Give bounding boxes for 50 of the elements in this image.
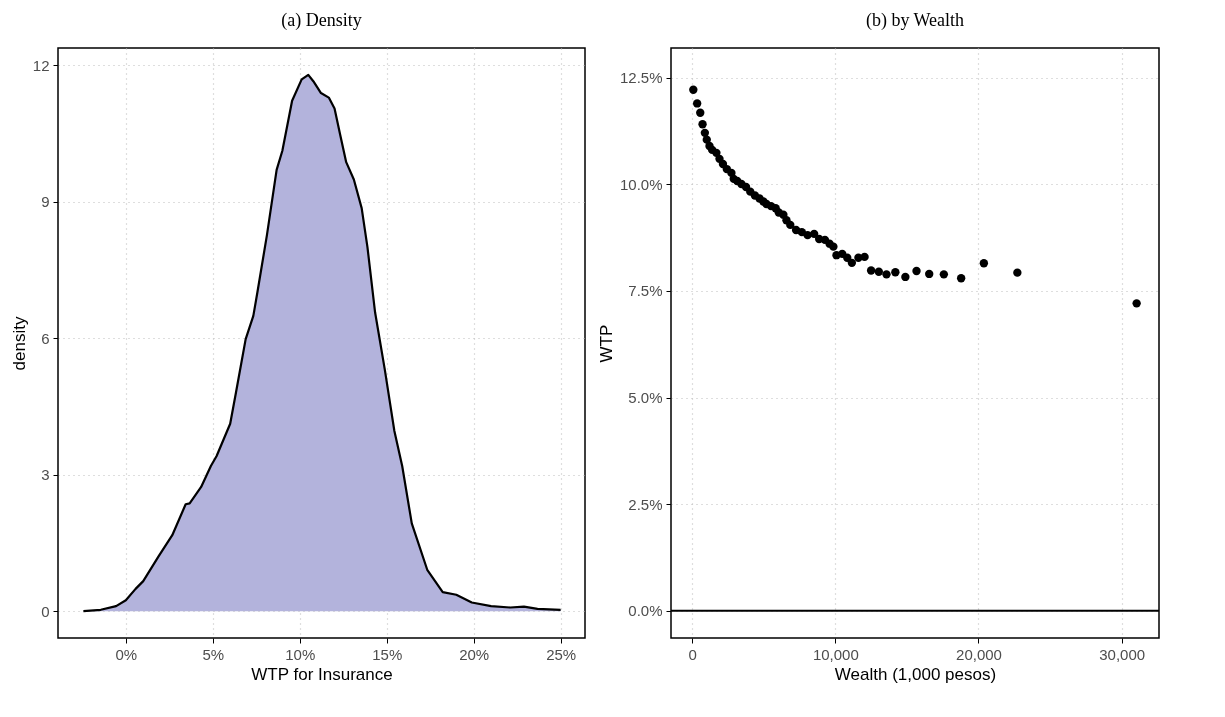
y-tick-label: 10.0% — [619, 175, 663, 193]
y-tick-label: 12.5% — [619, 69, 663, 87]
y-tick-label: 2.5% — [628, 495, 663, 513]
x-tick-label: 30,000 — [1099, 645, 1146, 663]
y-tick-label: 0 — [41, 602, 50, 620]
y-tick-label: 7.5% — [628, 282, 663, 300]
point — [956, 274, 966, 283]
x-tick-label: 20,000 — [956, 645, 1002, 663]
x-tick-label: 20% — [459, 645, 490, 663]
point — [860, 252, 869, 262]
y-tick-label: 5.0% — [628, 389, 663, 407]
point — [712, 148, 721, 158]
x-tick-label: 0% — [115, 645, 138, 663]
point — [809, 229, 819, 239]
x-tick-label: 10% — [285, 645, 316, 663]
point — [882, 270, 891, 279]
point — [925, 269, 934, 279]
point — [700, 128, 710, 138]
y-tick-label: 0.0% — [628, 602, 663, 620]
y-tick-label: 9 — [41, 193, 50, 211]
y-tick-label: 3 — [41, 466, 50, 484]
point — [891, 268, 900, 277]
y-tick-label: 6 — [41, 329, 50, 347]
point — [866, 266, 876, 275]
x-tick-label: 0 — [688, 645, 697, 663]
point — [1132, 299, 1141, 308]
point — [692, 99, 702, 108]
point — [874, 267, 883, 276]
x-axis-title: Wealth (1,000 pesos) — [834, 664, 997, 684]
point — [1013, 268, 1022, 277]
x-tick-label: 15% — [372, 645, 403, 663]
y-tick-label: 12 — [32, 56, 50, 74]
y-axis-title: density — [9, 316, 29, 371]
point — [786, 220, 795, 230]
point — [829, 242, 838, 251]
point — [912, 266, 921, 276]
x-tick-label: 5% — [202, 645, 225, 663]
point — [847, 258, 857, 268]
point — [979, 259, 989, 268]
x-tick-label: 10,000 — [812, 645, 859, 663]
point — [901, 272, 910, 282]
point — [698, 120, 707, 129]
chart-title: (b) by Wealth — [865, 10, 965, 31]
x-axis-title: WTP for Insurance — [251, 664, 393, 684]
point — [939, 270, 949, 279]
point — [689, 85, 698, 94]
x-tick-label: 25% — [546, 645, 577, 663]
point — [696, 108, 705, 117]
chart-title: (a) Density — [281, 10, 362, 31]
y-axis-title: WTP — [596, 324, 616, 363]
